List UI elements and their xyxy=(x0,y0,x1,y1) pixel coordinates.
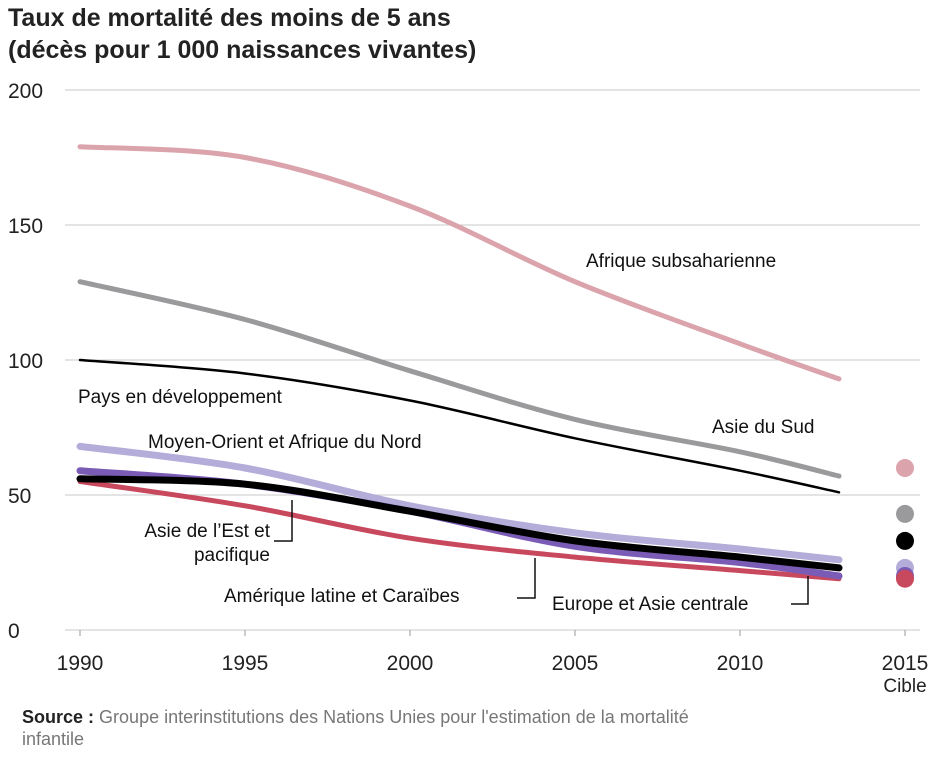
target-dot xyxy=(896,459,914,477)
x-tick-label: 2000 xyxy=(387,652,434,675)
y-tick-label: 200 xyxy=(8,80,43,103)
series-label: Asie du Sud xyxy=(712,417,815,438)
series-label: Afrique subsaharienne xyxy=(586,251,777,272)
leader-line xyxy=(274,500,293,542)
series-label: Amérique latine et Caraïbes xyxy=(224,586,460,607)
source-text: Groupe interinstitutions des Nations Uni… xyxy=(22,707,689,749)
series-line xyxy=(76,442,843,564)
series-label: Asie de l’Est et pacifique xyxy=(144,521,270,566)
x-tick-label: 1990 xyxy=(57,652,104,675)
x-tick-label: 1995 xyxy=(222,652,269,675)
target-dot xyxy=(896,569,914,588)
y-tick-label: 50 xyxy=(8,485,31,508)
leader-line xyxy=(791,576,809,605)
target-label: Cible xyxy=(883,676,926,697)
series-label: Europe et Asie centrale xyxy=(552,594,749,615)
series-line xyxy=(78,358,841,494)
series-line xyxy=(77,479,842,582)
leader-line xyxy=(517,558,536,599)
target-dot xyxy=(896,504,914,523)
source-label: Source : xyxy=(22,707,95,727)
plot: 0 50 100 150 200 1990 1995 2000 2005 2010 2015Cibl… xyxy=(8,80,929,697)
y-tick-label: 150 xyxy=(8,215,43,238)
series-label: Moyen-Orient et Afrique du Nord xyxy=(148,432,422,453)
x-tick-label: 2015 xyxy=(882,652,929,675)
source: Source : Groupe interinstitutions des Na… xyxy=(22,706,742,750)
x-tick-label: 2005 xyxy=(552,652,599,675)
y-tick-label: 100 xyxy=(8,350,43,373)
series-line xyxy=(77,144,842,382)
series-line xyxy=(76,475,843,572)
chart-subtitle: (décès pour 1 000 naissances vivantes) xyxy=(8,36,477,64)
series-line xyxy=(77,279,842,479)
chart-title: Taux de mortalité des moins de 5 ans xyxy=(8,4,451,32)
target-dot xyxy=(896,531,914,550)
series-label: Pays en développement xyxy=(78,387,282,408)
x-tick-label: 2010 xyxy=(717,652,764,675)
y-tick-label: 0 xyxy=(8,620,20,643)
